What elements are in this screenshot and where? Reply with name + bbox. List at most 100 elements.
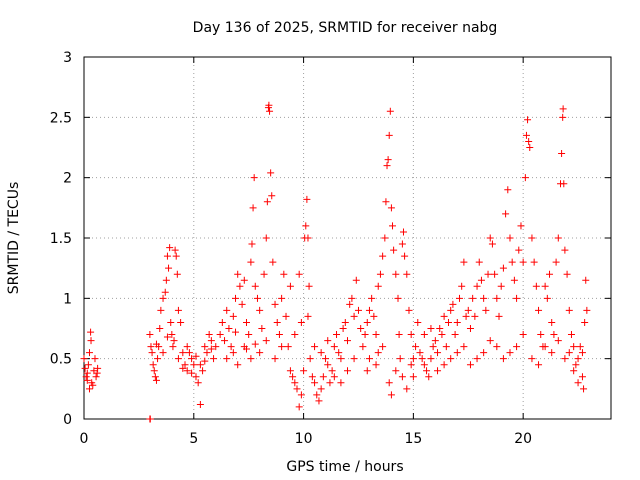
data-point <box>482 306 490 314</box>
data-point <box>262 337 270 345</box>
data-point <box>469 294 477 302</box>
data-point <box>368 294 376 302</box>
data-point <box>389 222 397 230</box>
data-point <box>271 355 279 363</box>
data-point <box>543 294 551 302</box>
data-point <box>159 349 167 357</box>
data-point <box>147 343 155 351</box>
data-point <box>295 403 303 411</box>
data-point <box>161 288 169 296</box>
data-point <box>462 312 470 320</box>
data-point <box>216 331 224 339</box>
data-point <box>253 294 261 302</box>
data-point <box>234 270 242 278</box>
data-point <box>407 361 415 369</box>
data-point <box>263 198 271 206</box>
data-point <box>324 361 332 369</box>
data-point <box>240 276 248 284</box>
data-point <box>473 355 481 363</box>
data-point <box>363 318 371 326</box>
x-tick-label: 10 <box>295 431 313 447</box>
data-point <box>449 300 457 308</box>
data-point <box>466 325 474 332</box>
data-point <box>403 270 411 278</box>
data-point <box>168 331 176 339</box>
data-point <box>401 252 409 260</box>
data-point <box>84 361 92 369</box>
data-point <box>81 364 89 372</box>
data-point <box>148 349 156 357</box>
data-point <box>583 306 591 314</box>
data-point <box>374 282 382 290</box>
data-point <box>570 367 578 375</box>
data-point <box>552 258 560 266</box>
data-point <box>381 234 389 242</box>
data-point <box>431 337 439 345</box>
data-point <box>425 373 433 381</box>
data-point <box>352 276 360 284</box>
data-point <box>256 349 264 357</box>
data-point <box>199 367 207 375</box>
data-point <box>266 107 274 115</box>
data-point <box>229 312 237 320</box>
data-point <box>521 174 529 182</box>
data-point <box>578 349 586 357</box>
data-point <box>506 349 514 357</box>
data-point <box>398 373 406 381</box>
data-point <box>559 105 567 113</box>
data-point <box>526 144 534 151</box>
data-point <box>541 343 549 351</box>
data-point <box>535 306 543 314</box>
data-point <box>572 361 580 369</box>
data-point <box>249 204 257 212</box>
data-point <box>258 325 266 332</box>
data-point <box>574 355 582 363</box>
data-point <box>565 349 573 357</box>
data-point <box>499 355 507 363</box>
data-point <box>385 379 393 387</box>
data-point <box>525 137 533 145</box>
data-point <box>303 195 311 203</box>
data-point <box>383 162 391 170</box>
data-point <box>280 270 288 278</box>
data-point <box>398 240 406 248</box>
data-point <box>447 306 455 314</box>
data-point <box>223 355 231 363</box>
data-point <box>94 364 102 372</box>
data-point <box>513 343 521 351</box>
data-point <box>91 355 99 363</box>
y-axis-title: SRMTID / TECUs <box>6 182 22 295</box>
data-point <box>291 379 299 387</box>
data-point <box>87 328 95 336</box>
data-point <box>418 355 426 363</box>
data-point <box>434 349 442 357</box>
data-point <box>167 318 175 326</box>
data-point <box>286 282 294 290</box>
data-point <box>311 343 319 351</box>
y-tick-label: 3 <box>63 50 72 66</box>
data-point <box>440 361 448 369</box>
data-point <box>473 282 481 290</box>
data-point <box>348 294 356 302</box>
data-point <box>247 258 255 266</box>
data-point <box>365 355 373 363</box>
data-point <box>376 270 384 278</box>
data-point <box>150 367 158 375</box>
data-point <box>497 282 505 290</box>
data-point <box>466 361 474 369</box>
data-point <box>286 367 294 375</box>
data-point <box>302 222 310 230</box>
chart-title: Day 136 of 2025, SRMTID for receiver nab… <box>193 20 498 36</box>
data-point <box>341 318 349 326</box>
data-point <box>171 246 179 254</box>
plot-frame <box>83 56 612 420</box>
data-point <box>447 355 455 363</box>
data-point <box>576 343 584 351</box>
data-point <box>409 373 417 381</box>
data-point <box>284 343 292 351</box>
data-point <box>304 312 312 320</box>
data-point <box>486 337 494 345</box>
data-point <box>528 355 536 363</box>
data-point <box>455 294 463 302</box>
